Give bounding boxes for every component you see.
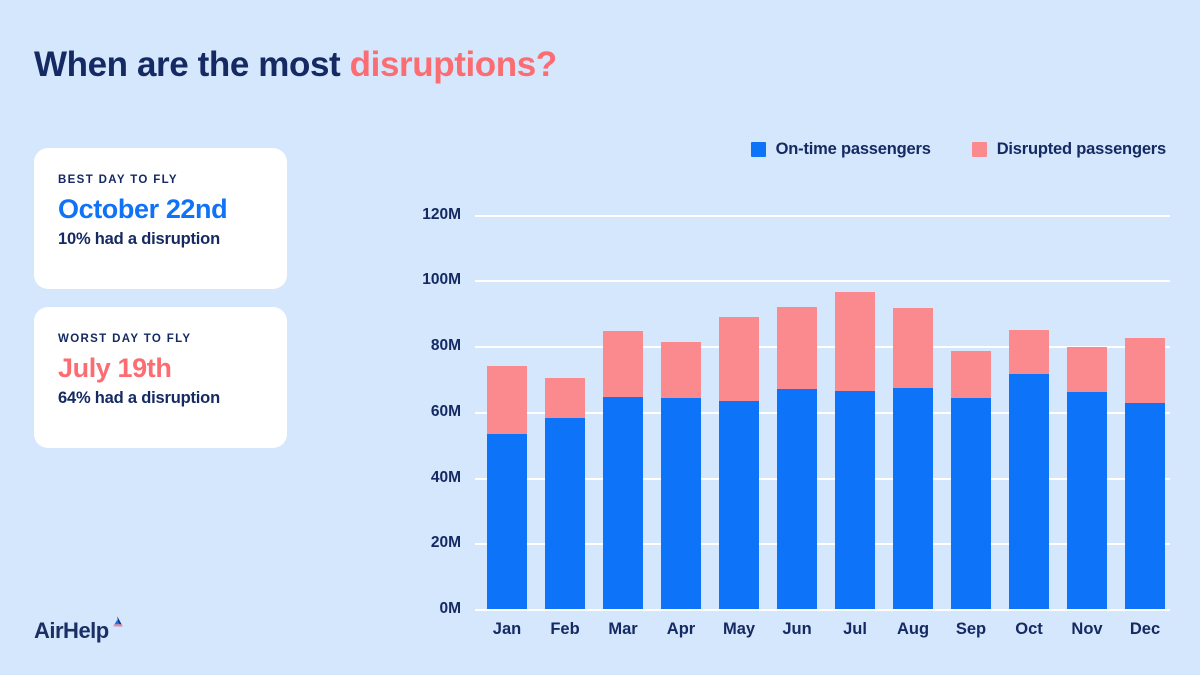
bar-column[interactable]: Nov [1067, 215, 1107, 638]
gridline: 120M [422, 206, 1170, 223]
x-axis-tick-label: Dec [1129, 619, 1161, 638]
bar-segment-on-time[interactable] [1009, 374, 1049, 609]
plot-area: 0M 20M 40M 60M 80M 100M 120M Jan Feb Mar Apr May Ju… [422, 206, 1170, 638]
x-axis-tick-label: Jun [782, 619, 812, 638]
bar-segment-disrupted[interactable] [835, 291, 875, 392]
y-axis-tick-label: 60M [430, 402, 461, 420]
bar-segment-on-time[interactable] [545, 417, 585, 609]
x-axis-tick-label: Jul [843, 619, 867, 638]
bar-segment-disrupted[interactable] [1009, 329, 1049, 375]
x-axis-tick-label: Mar [608, 619, 638, 638]
x-axis-tick-label: Nov [1071, 619, 1103, 638]
best-day-eyebrow: BEST DAY TO FLY [58, 174, 178, 186]
bar-segment-disrupted[interactable] [893, 308, 933, 388]
bar-segment-on-time[interactable] [1067, 391, 1107, 609]
bar-column[interactable]: Mar [603, 215, 643, 638]
legend-swatch-on-time [750, 142, 766, 157]
legend-label-on-time: On-time passengers [775, 140, 931, 158]
gridline: 100M [422, 271, 1170, 288]
y-axis-tick-label: 0M [439, 599, 461, 617]
x-axis-tick-label: Apr [666, 619, 696, 638]
y-axis-tick-label: 40M [430, 468, 461, 486]
page-title: When are the most disruptions? [34, 45, 557, 85]
bar-segment-on-time[interactable] [777, 388, 817, 609]
best-day-subtext: 10% had a disruption [58, 230, 220, 249]
bar-segment-on-time[interactable] [893, 387, 933, 609]
legend-swatch-disrupted [971, 142, 987, 157]
worst-day-subtext: 64% had a disruption [58, 389, 220, 408]
x-axis-tick-label: Sep [955, 619, 987, 638]
worst-day-headline: July 19th [58, 353, 172, 383]
x-axis-tick-label: May [722, 619, 756, 638]
bar-segment-disrupted[interactable] [487, 365, 527, 434]
worst-day-card: WORST DAY TO FLY July 19th 64% had a dis… [34, 307, 287, 448]
gridline: 20M [431, 534, 1170, 551]
bar-segment-on-time[interactable] [487, 433, 527, 609]
bar-column[interactable]: Jan [487, 215, 527, 638]
bar-segment-disrupted[interactable] [1125, 337, 1165, 404]
x-axis-tick-label: Feb [550, 619, 580, 638]
bar-segment-on-time[interactable] [951, 397, 991, 609]
bar-segment-disrupted[interactable] [719, 316, 759, 401]
page-title-accent: disruptions? [349, 45, 558, 84]
airhelp-triangle-icon [110, 615, 125, 630]
best-day-headline: October 22nd [58, 194, 228, 224]
bar-segment-disrupted[interactable] [661, 341, 701, 399]
bar-column[interactable]: Feb [545, 215, 585, 638]
bar-segment-on-time[interactable] [661, 398, 701, 609]
bar-segment-disrupted[interactable] [1067, 347, 1107, 392]
x-axis-tick-label: Aug [896, 619, 930, 638]
legend-item-disrupted: Disrupted passengers [971, 140, 1167, 159]
x-axis-tick-label: Oct [1015, 619, 1043, 638]
bar-column[interactable]: Jul [835, 215, 875, 638]
bar-column[interactable]: Dec [1125, 215, 1165, 638]
page-title-lead: When are the most [34, 45, 350, 84]
gridline: 40M [431, 469, 1170, 486]
airhelp-logo: AirHelp [34, 616, 125, 643]
bar-segment-on-time[interactable] [603, 397, 643, 609]
stacked-bar-chart: 0M 20M 40M 60M 80M 100M 120M Jan Feb Mar Apr May Ju… [415, 200, 1170, 645]
y-axis-tick-label: 20M [430, 534, 461, 552]
bar-column[interactable]: Aug [893, 215, 933, 638]
bar-segment-disrupted[interactable] [603, 331, 643, 398]
bar-segment-on-time[interactable] [1125, 403, 1165, 609]
bar-column[interactable]: Sep [951, 215, 991, 638]
chart-legend: On-time passengers Disrupted passengers [750, 140, 1167, 159]
bar-column[interactable]: May [719, 215, 759, 638]
bar-segment-disrupted[interactable] [777, 307, 817, 389]
legend-label-disrupted: Disrupted passengers [996, 140, 1167, 158]
y-axis-tick-label: 120M [422, 205, 461, 223]
legend-item-on-time: On-time passengers [750, 140, 931, 159]
bar-group: Jan Feb Mar Apr May Jun Jul Aug Sep Oct Nov Dec [487, 215, 1170, 638]
bar-column[interactable]: Apr [661, 215, 701, 638]
y-axis-tick-label: 80M [430, 337, 461, 355]
worst-day-eyebrow: WORST DAY TO FLY [58, 333, 192, 345]
gridline: 60M [431, 403, 1170, 420]
gridline: 0M [439, 600, 1170, 617]
bar-column[interactable]: Jun [777, 215, 817, 638]
best-day-card: BEST DAY TO FLY October 22nd 10% had a d… [34, 148, 287, 289]
bar-segment-on-time[interactable] [719, 400, 759, 609]
y-axis-tick-label: 100M [422, 271, 461, 289]
bar-segment-on-time[interactable] [835, 391, 875, 609]
gridline: 80M [431, 337, 1170, 354]
logo-wordmark: AirHelp [34, 618, 109, 643]
x-axis-tick-label: Jan [492, 619, 522, 638]
bar-segment-disrupted[interactable] [951, 351, 991, 398]
bar-column[interactable]: Oct [1009, 215, 1049, 638]
bar-segment-disrupted[interactable] [545, 378, 585, 418]
